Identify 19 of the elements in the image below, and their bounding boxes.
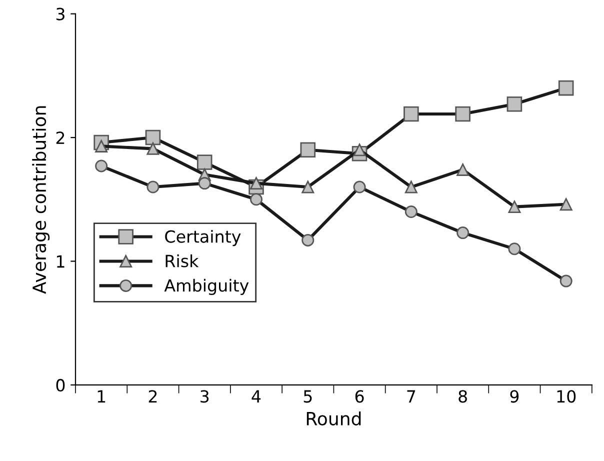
x-tick-label: 4 [252, 390, 261, 402]
y-tick-label: 3 [56, 8, 64, 20]
x-tick-label: 8 [458, 390, 467, 403]
x-tick-label: 3 [200, 390, 209, 403]
legend-label: Certainty [165, 230, 241, 246]
legend-label: Ambiguity [164, 278, 249, 295]
x-tick-label: 9 [510, 390, 519, 403]
x-tick-label: 5 [304, 390, 312, 403]
x-tick-label: 1 [98, 390, 106, 402]
y-tick-label: 1 [57, 255, 64, 268]
y-axis-title: Average contribution [32, 106, 50, 294]
x-tick-label: 2 [148, 390, 157, 402]
x-tick-label: 10 [557, 390, 576, 403]
x-tick-label: 7 [407, 390, 416, 402]
y-tick-label: 0 [56, 378, 65, 392]
x-tick-label: 6 [355, 390, 364, 403]
legend-label: Risk [166, 254, 199, 268]
x-axis-title: Round [306, 411, 361, 426]
y-tick-label: 2 [56, 131, 64, 144]
